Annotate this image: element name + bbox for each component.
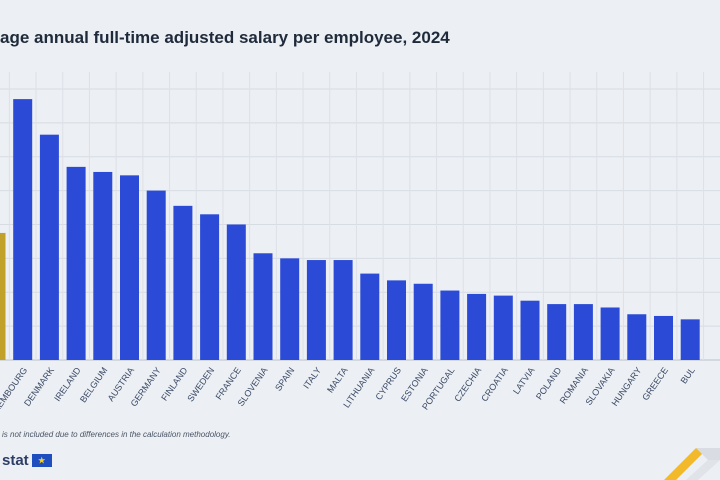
chart-title: age annual full-time adjusted salary per… [0, 28, 450, 47]
eu-flag-icon: ★ [31, 454, 52, 467]
bar-czechia [467, 293, 487, 360]
bar-latvia [520, 300, 540, 360]
grid-lines [0, 72, 720, 361]
tick-label-croatia: CROATIA [479, 365, 510, 403]
bar-slovakia [600, 307, 620, 360]
bar-croatia [493, 295, 513, 360]
tick-label-cyprus: CYPRUS [373, 365, 403, 401]
bar-spain [280, 258, 300, 360]
bar-denmark [39, 134, 59, 360]
bar-sweden [200, 214, 220, 360]
bar-belgium [93, 171, 113, 360]
bar-portugal [440, 290, 460, 360]
corner-logo-icon [664, 448, 720, 480]
category-labels: EULUXEMBOURGDENMARKIRELANDBELGIUMAUSTRIA… [0, 365, 697, 424]
bar-italy [306, 260, 326, 360]
tick-label-luxembourg: LUXEMBOURG [0, 365, 29, 423]
bar-poland [547, 304, 567, 360]
tick-label-poland: POLAND [534, 365, 564, 401]
logo-text: stat [2, 452, 29, 469]
tick-label-france: FRANCE [214, 365, 243, 401]
bar-chart: EULUXEMBOURGDENMARKIRELANDBELGIUMAUSTRIA… [0, 72, 720, 424]
bar-lithuania [360, 273, 380, 360]
tick-label-sweden: SWEDEN [185, 365, 216, 403]
bar-estonia [413, 283, 433, 360]
tick-label-spain: SPAIN [273, 365, 296, 392]
bar-hungary [627, 314, 647, 360]
tick-label-eu: EU [0, 365, 3, 381]
tick-label-latvia: LATVIA [511, 365, 537, 396]
bars [0, 99, 700, 360]
tick-label-italy: ITALY [301, 365, 323, 390]
eurostat-logo: stat ★ [2, 452, 52, 469]
bar-cyprus [387, 280, 406, 360]
bar-austria [120, 175, 139, 360]
footnote: is not included due to differences in th… [2, 430, 231, 439]
bar-slovenia [253, 253, 273, 360]
tick-label-greece: GREECE [640, 365, 670, 402]
tick-label-bul: BUL [679, 365, 697, 385]
bar-romania [573, 304, 593, 360]
tick-label-belgium: BELGIUM [78, 365, 109, 404]
bar-france [226, 224, 246, 360]
tick-label-malta: MALTA [325, 365, 350, 394]
bar-bul [680, 319, 700, 360]
bar-greece [654, 315, 673, 360]
bar-malta [333, 260, 353, 360]
bar-ireland [66, 166, 86, 360]
bar-finland [173, 205, 193, 360]
bar-eu [0, 232, 6, 360]
bar-luxembourg [13, 99, 33, 360]
bar-germany [146, 190, 166, 360]
